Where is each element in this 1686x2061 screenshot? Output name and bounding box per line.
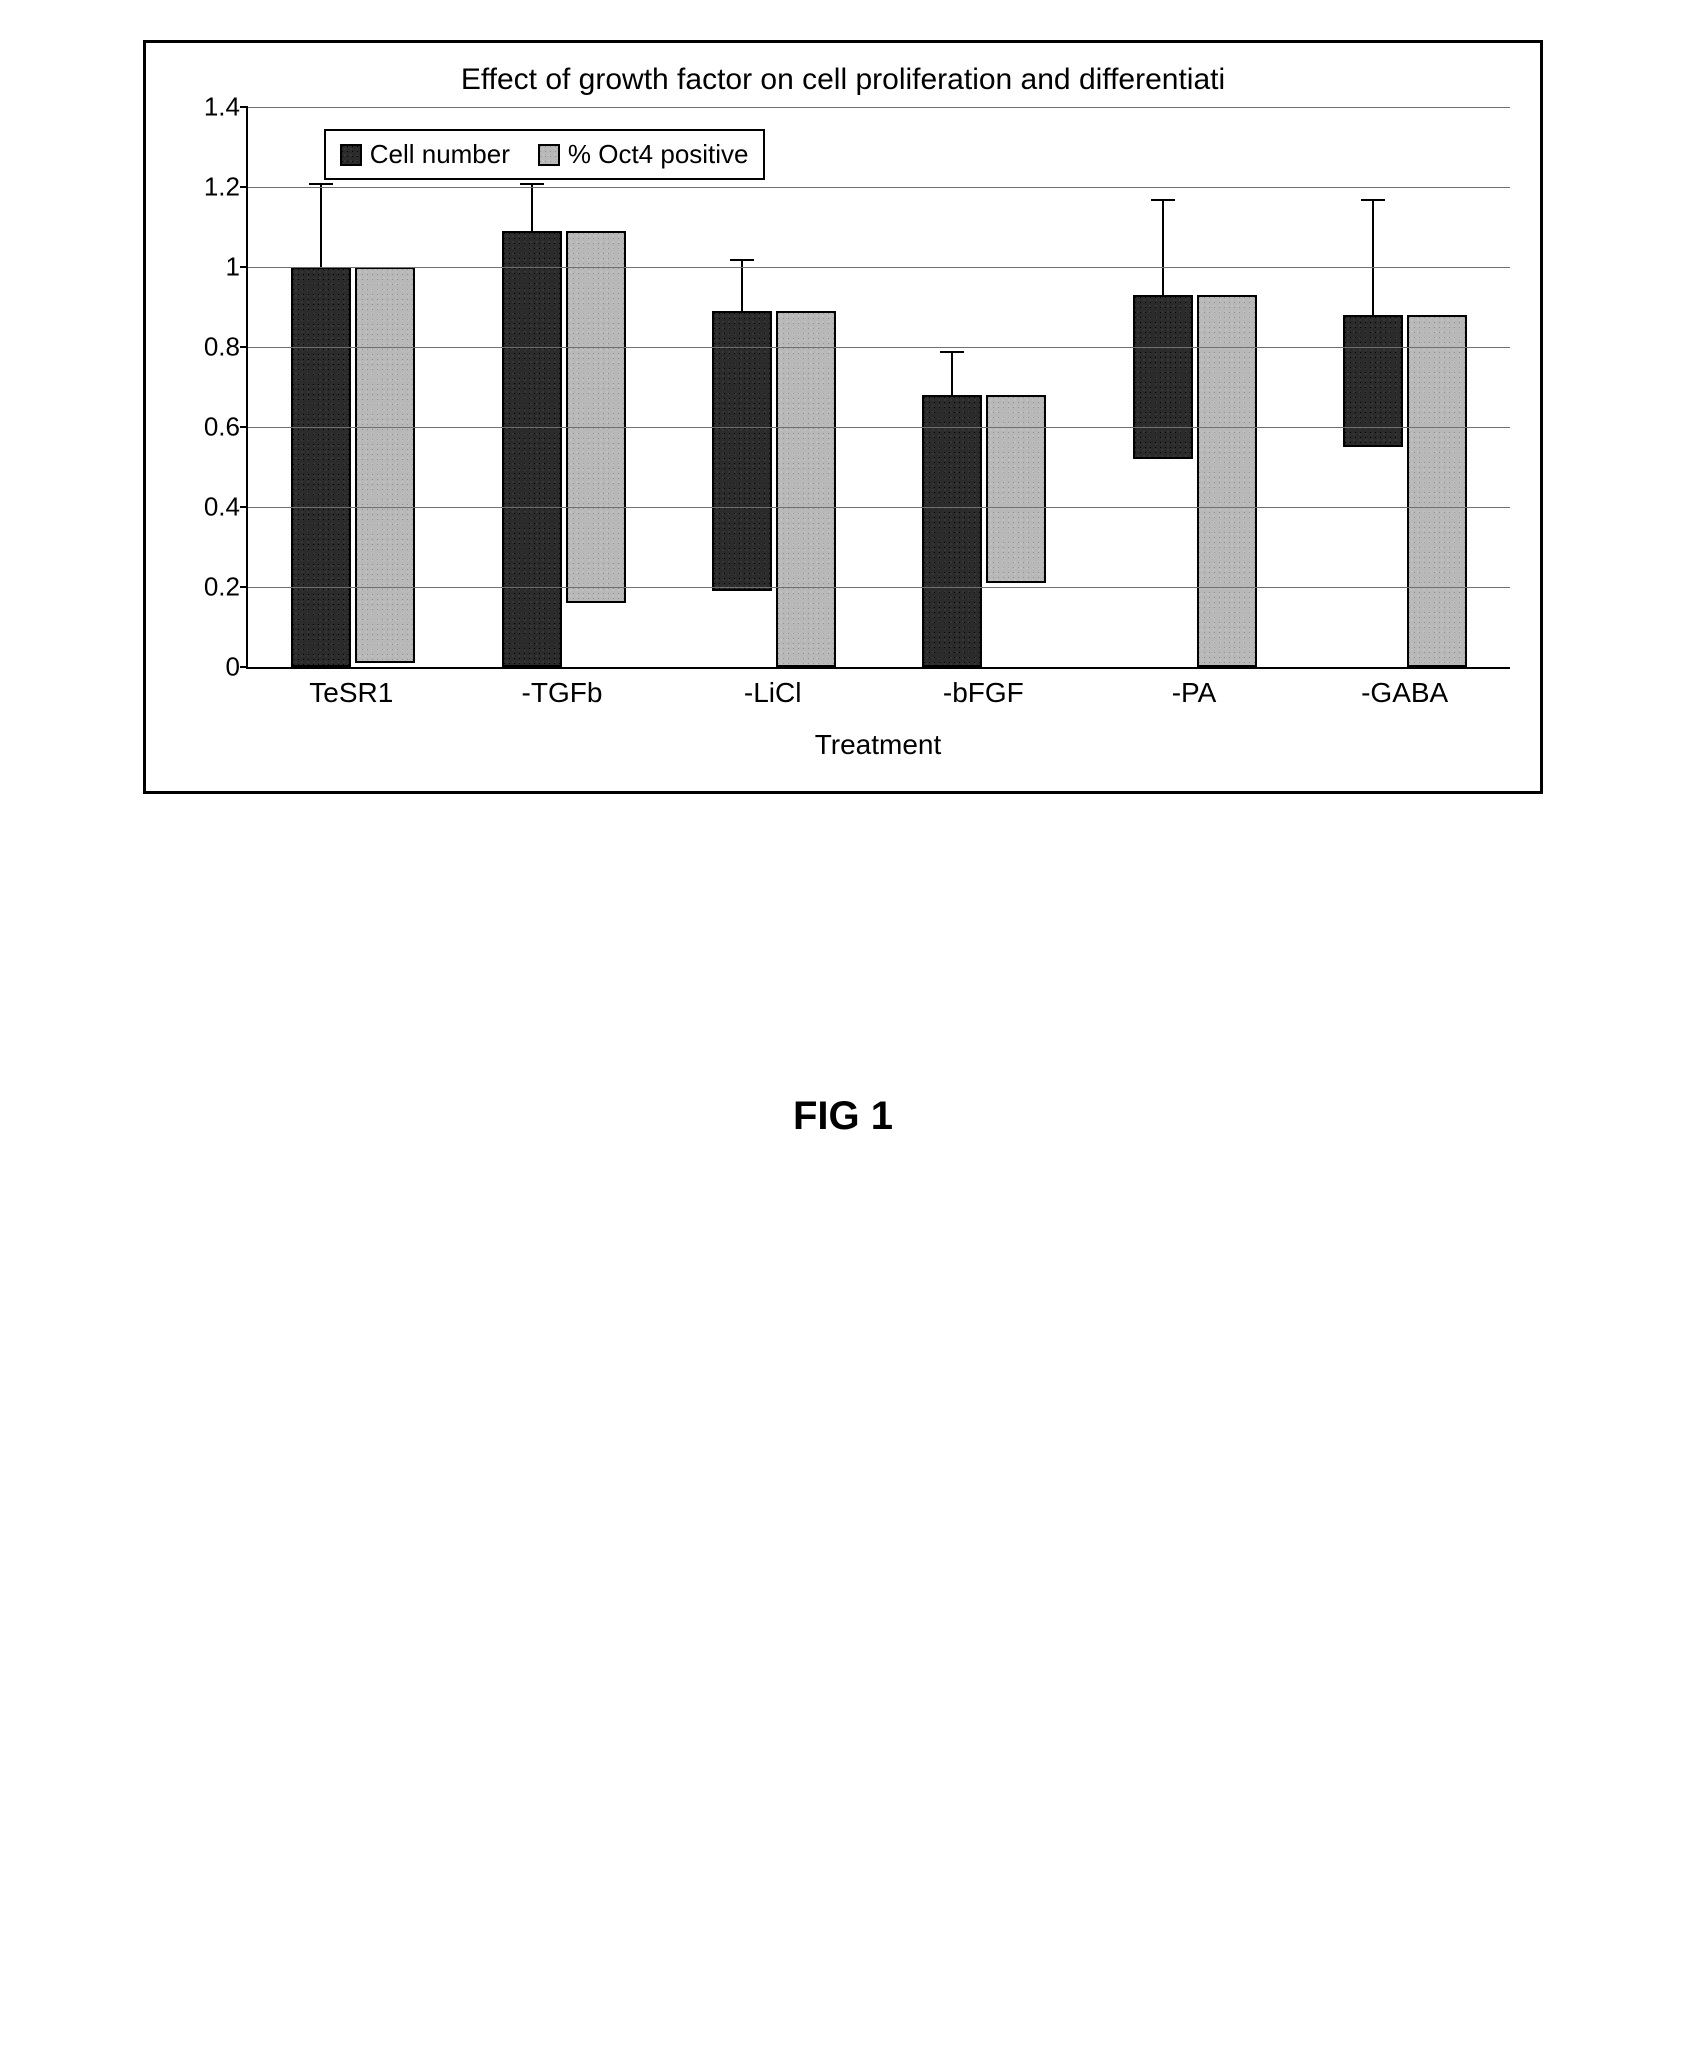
ytick-label: 0.8 <box>204 332 248 363</box>
ytick-label: 0 <box>226 652 248 683</box>
x-category-label: -bFGF <box>943 677 1024 709</box>
x-axis-title: Treatment <box>246 729 1510 761</box>
legend-swatch <box>538 144 560 166</box>
chart-container: Effect of growth factor on cell prolifer… <box>143 40 1543 794</box>
legend: Cell number % Oct4 positive <box>324 129 765 180</box>
error-cap <box>730 259 754 261</box>
chart-title: Effect of growth factor on cell prolifer… <box>176 63 1510 97</box>
error-cap <box>520 183 544 185</box>
bar <box>712 311 772 591</box>
error-whisker <box>531 185 533 233</box>
x-category-label: TeSR1 <box>309 677 393 709</box>
x-category-label: -TGFb <box>522 677 603 709</box>
bar <box>566 231 626 603</box>
gridline <box>248 347 1510 348</box>
x-category-label: -LiCl <box>744 677 802 709</box>
bar <box>1407 315 1467 667</box>
ytick-label: 0.4 <box>204 492 248 523</box>
ytick-label: 0.6 <box>204 412 248 443</box>
error-whisker <box>320 185 322 269</box>
legend-item: Cell number <box>340 139 510 170</box>
figure: Effect of growth factor on cell prolifer… <box>143 40 1543 1139</box>
bar <box>1197 295 1257 667</box>
gridline <box>248 507 1510 508</box>
error-whisker <box>1162 201 1164 297</box>
gridline <box>248 107 1510 108</box>
ytick-label: 1.2 <box>204 172 248 203</box>
error-whisker <box>951 353 953 397</box>
bar <box>922 395 982 667</box>
legend-swatch <box>340 144 362 166</box>
x-axis-labels: TeSR1 -TGFb -LiCl -bFGF -PA -GABA <box>246 669 1510 729</box>
x-category-label: -PA <box>1172 677 1217 709</box>
bar <box>291 267 351 667</box>
bar <box>1133 295 1193 459</box>
ytick-label: 1.4 <box>204 92 248 123</box>
bar-group <box>1133 295 1257 667</box>
ytick-label: 1 <box>226 252 248 283</box>
bar <box>502 231 562 667</box>
bar-group <box>922 395 1046 667</box>
error-cap <box>1151 199 1175 201</box>
bar-group <box>291 267 415 667</box>
legend-item: % Oct4 positive <box>538 139 749 170</box>
gridline <box>248 187 1510 188</box>
plot-area: Cell number% Oct4 positive 00.20.40.60.8… <box>246 107 1510 669</box>
gridline <box>248 267 1510 268</box>
x-category-label: -GABA <box>1361 677 1448 709</box>
bar <box>355 267 415 663</box>
bar <box>986 395 1046 583</box>
legend-label: % Oct4 positive <box>568 139 749 170</box>
error-cap <box>940 351 964 353</box>
error-whisker <box>741 261 743 313</box>
bar-group <box>502 231 626 667</box>
error-cap <box>309 183 333 185</box>
error-cap <box>1361 199 1385 201</box>
bars-layer <box>248 107 1510 667</box>
error-whisker <box>1372 201 1374 317</box>
ytick-label: 0.2 <box>204 572 248 603</box>
bar <box>776 311 836 667</box>
bar-group <box>1343 315 1467 667</box>
legend-label: Cell number <box>370 139 510 170</box>
gridline <box>248 587 1510 588</box>
bar-group <box>712 311 836 667</box>
gridline <box>248 427 1510 428</box>
figure-label: FIG 1 <box>143 1094 1543 1139</box>
